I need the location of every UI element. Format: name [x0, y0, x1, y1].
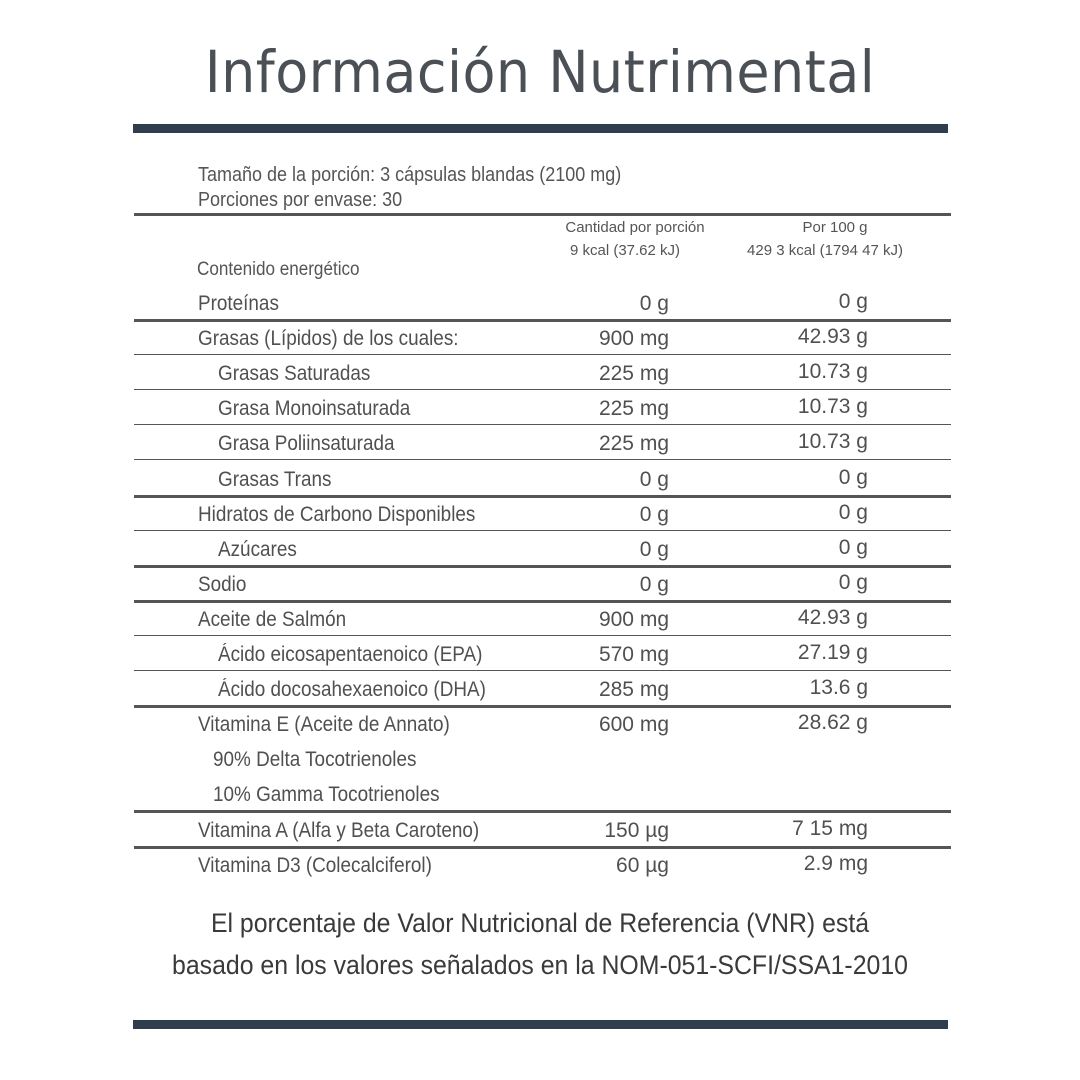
- nutrient-row: Ácido eicosapentaenoico (EPA) 570 mg 27.19…: [0, 637, 1080, 672]
- row-divider: [134, 670, 951, 671]
- per-serving-value: 600 mg: [598, 713, 669, 737]
- per-serving-value: 225 mg: [598, 397, 669, 421]
- nutrient-label: Grasa Monoinsaturada: [218, 397, 411, 421]
- nutrient-label: Grasas Saturadas: [218, 362, 371, 386]
- per-100g-value: 0 g: [838, 535, 868, 559]
- energy-label: Contenido energético: [197, 259, 360, 280]
- row-divider: [134, 494, 951, 498]
- nutrient-label: Sodio: [198, 572, 247, 596]
- per-100g-value: 0 g: [838, 500, 868, 524]
- per-serving-value: 0 g: [639, 467, 669, 491]
- footnote-line-2: basado en los valores señalados en la NO…: [172, 950, 908, 980]
- page-title: Información Nutrimental: [204, 38, 876, 106]
- header-divider: [134, 213, 951, 216]
- nutrient-row: Grasa Poliinsaturada 225 mg 10.73 g: [0, 426, 1080, 461]
- nutrient-row: Azúcares 0 g 0 g: [0, 532, 1080, 567]
- servings-per-container: Porciones por envase: 30: [198, 189, 403, 211]
- footnote-line-1: El porcentaje de Valor Nutricional de Re…: [210, 908, 870, 938]
- row-divider: [134, 319, 951, 322]
- nutrient-label: Ácido docosahexaenoico (DHA): [218, 678, 486, 702]
- row-divider: [134, 564, 951, 568]
- row-divider: [134, 389, 951, 391]
- per-serving-value: 570 mg: [598, 643, 669, 666]
- nutrient-row: Grasas (Lípidos) de los cuales: 900 mg 42.…: [0, 321, 1080, 356]
- per-serving-value: 0 g: [639, 292, 669, 315]
- nutrient-label: 90% Delta Tocotrienoles: [213, 748, 417, 772]
- per-100g-value: 13.6 g: [809, 676, 868, 700]
- row-divider: [134, 845, 951, 849]
- per-100g-value: 2.9 mg: [803, 851, 868, 875]
- row-divider: [134, 354, 951, 356]
- energy-per-100g: 429 3 kcal (1794 47 kJ): [747, 242, 903, 259]
- per-serving-value: 285 mg: [598, 678, 669, 702]
- per-serving-value: 0 g: [639, 537, 669, 561]
- per-100g-value: 0 g: [838, 465, 868, 489]
- per-100g-value: 42.93 g: [797, 605, 868, 629]
- bottom-divider-bar: [133, 1020, 948, 1029]
- nutrient-row: Vitamina E (Aceite de Annato) 600 mg 28.62…: [0, 707, 1080, 742]
- nutrient-row: 10% Gamma Tocotrienoles: [0, 777, 1080, 812]
- nutrient-label: Hidratos de Carbono Disponibles: [198, 502, 476, 526]
- per-100g-value: 0 g: [838, 290, 868, 313]
- nutrient-label: Azúcares: [218, 537, 297, 561]
- row-divider: [134, 529, 951, 531]
- nutrient-row: Ácido docosahexaenoico (DHA) 285 mg 13.6 g: [0, 672, 1080, 707]
- per-serving-value: 900 mg: [598, 327, 669, 351]
- nutrient-label: Grasas Trans: [218, 467, 332, 491]
- per-100g-value: 10.73 g: [797, 360, 868, 384]
- row-divider: [134, 810, 951, 814]
- nutrient-label: Vitamina A (Alfa y Beta Caroteno): [198, 818, 480, 842]
- nutrient-label: Vitamina D3 (Colecalciferol): [198, 853, 432, 877]
- per-serving-value: 0 g: [639, 502, 669, 526]
- nutrient-label: Grasas (Lípidos) de los cuales:: [198, 327, 459, 351]
- row-divider: [134, 705, 951, 709]
- nutrient-row: Aceite de Salmón 900 mg 42.93 g: [0, 602, 1080, 637]
- per-100g-value: 28.62 g: [797, 711, 868, 735]
- per-serving-value: 225 mg: [598, 432, 669, 456]
- nutrient-row: Proteínas 0 g 0 g: [0, 286, 1080, 321]
- per-100g-value: 0 g: [838, 570, 868, 594]
- per-serving-value: 0 g: [639, 572, 669, 596]
- row-divider: [134, 424, 951, 426]
- per-serving-value: 900 mg: [598, 607, 669, 631]
- nutrient-row: Grasas Saturadas 225 mg 10.73 g: [0, 356, 1080, 391]
- row-divider: [134, 459, 951, 461]
- per-100g-value: 7 15 mg: [792, 816, 868, 840]
- serving-size: Tamaño de la porción: 3 cápsulas blandas…: [198, 164, 622, 186]
- nutrient-label: 10% Gamma Tocotrienoles: [213, 783, 440, 807]
- nutrient-row: Grasas Trans 0 g 0 g: [0, 462, 1080, 497]
- nutrient-label: Proteínas: [198, 292, 279, 315]
- nutrient-label: Grasa Poliinsaturada: [218, 432, 395, 456]
- nutrient-label: Aceite de Salmón: [198, 607, 347, 631]
- nutrient-row: 90% Delta Tocotrienoles: [0, 742, 1080, 777]
- nutrient-row: Sodio 0 g 0 g: [0, 567, 1080, 602]
- nutrient-row: Hidratos de Carbono Disponibles 0 g 0 g: [0, 497, 1080, 532]
- per-serving-value: 225 mg: [598, 362, 669, 386]
- row-divider: [134, 634, 951, 636]
- row-divider: [134, 599, 951, 603]
- nutrient-row: Vitamina D3 (Colecalciferol) 60 µg 2.9 mg: [0, 848, 1080, 883]
- col-header-per-100g: Por 100 g: [802, 219, 868, 236]
- per-100g-value: 42.93 g: [797, 325, 868, 349]
- per-100g-value: 10.73 g: [797, 395, 868, 419]
- nutrient-row: Grasa Monoinsaturada 225 mg 10.73 g: [0, 391, 1080, 426]
- energy-per-serving: 9 kcal (37.62 kJ): [569, 242, 681, 259]
- nutrient-label: Vitamina E (Aceite de Annato): [198, 713, 450, 737]
- top-divider-bar: [133, 124, 948, 133]
- nutrient-row: Vitamina A (Alfa y Beta Caroteno) 150 µg 7…: [0, 813, 1080, 848]
- per-serving-value: 150 µg: [604, 818, 669, 842]
- nutrient-label: Ácido eicosapentaenoico (EPA): [218, 643, 483, 666]
- per-100g-value: 10.73 g: [797, 430, 868, 454]
- per-100g-value: 27.19 g: [797, 641, 868, 664]
- col-header-per-serving: Cantidad por porción: [565, 219, 705, 236]
- per-serving-value: 60 µg: [616, 853, 669, 877]
